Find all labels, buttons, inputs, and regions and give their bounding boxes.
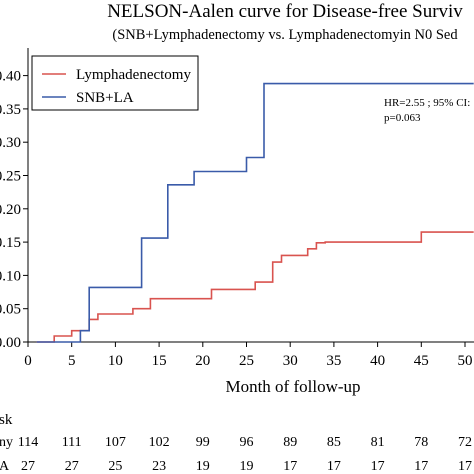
risk-values: 114 111 107 102 99 96 89 85 81 78 72 27 27 25 23 19 19 17… bbox=[18, 435, 472, 474]
risk-table-cell: 19 bbox=[240, 459, 254, 474]
annotation-p: p=0.063 bbox=[384, 112, 421, 124]
x-tick-label: 15 bbox=[152, 353, 167, 369]
chart-subtitle: (SNB+Lymphadenectomy vs. Lymphadenectomy… bbox=[112, 27, 458, 43]
risk-table-cell: 85 bbox=[327, 435, 341, 450]
y-tick-label: 0.40 bbox=[0, 69, 21, 85]
legend-box bbox=[31, 55, 199, 111]
y-tick-label: 0.30 bbox=[0, 135, 21, 151]
x-tick-label: 5 bbox=[68, 353, 76, 369]
legend: Lymphadenectomy SNB+LA bbox=[31, 55, 199, 111]
y-tick-label: 0.25 bbox=[0, 169, 21, 185]
risk-table-cell: 17 bbox=[371, 459, 385, 474]
legend-label-lymphadenectomy: Lymphadenectomy bbox=[76, 67, 191, 83]
x-tick-label: 20 bbox=[195, 353, 210, 369]
risk-table-cell: 102 bbox=[149, 435, 170, 450]
risk-table-cell: 114 bbox=[18, 435, 38, 450]
risk-row-label-snb-la: A bbox=[0, 459, 10, 474]
risk-table-cell: 99 bbox=[196, 435, 210, 450]
risk-table-cell: 17 bbox=[414, 459, 428, 474]
risk-table-cell: 27 bbox=[21, 459, 35, 474]
risk-row-label-lymphadenectomy: ny bbox=[0, 435, 13, 450]
series-layer bbox=[36, 82, 474, 343]
x-tick-label: 25 bbox=[239, 353, 254, 369]
x-tick-label: 40 bbox=[370, 353, 385, 369]
risk-table-cell: 81 bbox=[371, 435, 385, 450]
x-tick-label: 35 bbox=[326, 353, 341, 369]
x-tick-label: 50 bbox=[458, 353, 473, 369]
risk-table-cell: 78 bbox=[414, 435, 428, 450]
legend-label-snb-la: SNB+LA bbox=[76, 90, 134, 106]
y-ticks: 0.00 0.05 0.10 0.15 0.20 0.25 0.30 0.35 0.40 bbox=[0, 69, 28, 351]
x-tick-label: 10 bbox=[108, 353, 123, 369]
risk-table-cell: 96 bbox=[240, 435, 254, 450]
risk-table-cell: 19 bbox=[196, 459, 210, 474]
risk-table-cell: 17 bbox=[283, 459, 297, 474]
x-ticks: 0 5 10 15 20 25 30 35 40 45 50 bbox=[24, 342, 473, 369]
y-tick-label: 0.35 bbox=[0, 102, 21, 118]
y-tick-label: 0.05 bbox=[0, 302, 21, 318]
y-tick-label: 0.20 bbox=[0, 202, 21, 218]
series-line-snb-la bbox=[36, 82, 474, 343]
x-tick-label: 0 bbox=[24, 353, 32, 369]
x-axis-label: Month of follow-up bbox=[225, 377, 360, 396]
risk-table-cell: 72 bbox=[458, 435, 472, 450]
y-tick-label: 0.10 bbox=[0, 268, 21, 284]
chart-title: NELSON-Aalen curve for Disease-free Surv… bbox=[107, 1, 463, 22]
x-tick-label: 30 bbox=[283, 353, 298, 369]
risk-table-cell: 27 bbox=[65, 459, 79, 474]
risk-table-cell: 17 bbox=[327, 459, 341, 474]
risk-table-title: sk bbox=[0, 412, 13, 428]
y-tick-label: 0.00 bbox=[0, 335, 21, 351]
risk-table-cell: 89 bbox=[283, 435, 297, 450]
y-tick-label: 0.15 bbox=[0, 235, 21, 251]
risk-table-cell: 107 bbox=[105, 435, 126, 450]
risk-table-cell: 25 bbox=[108, 459, 122, 474]
risk-table-cell: 23 bbox=[152, 459, 166, 474]
risk-table-cell: 17 bbox=[458, 459, 472, 474]
risk-table-cell: 111 bbox=[62, 435, 82, 450]
x-tick-label: 45 bbox=[414, 353, 429, 369]
annotation-hr: HR=2.55 ; 95% CI: bbox=[384, 97, 470, 109]
